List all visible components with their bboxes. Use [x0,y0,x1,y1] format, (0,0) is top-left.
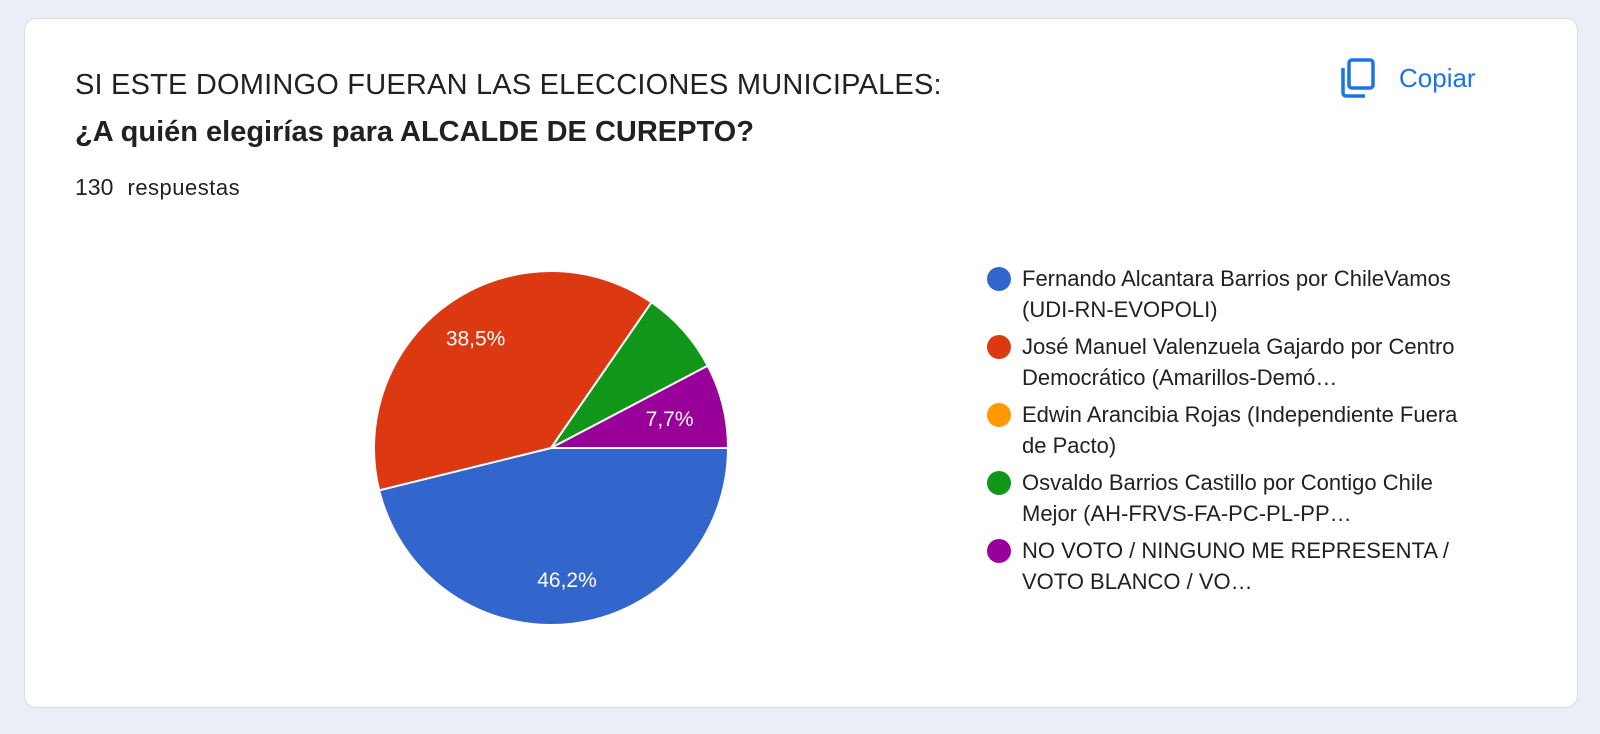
legend-label-0: Fernando Alcantara Barrios por ChileVamo… [1022,266,1451,322]
question-subtitle: ¿A quién elegirías para ALCALDE DE CUREP… [75,116,754,148]
legend-swatch-3 [987,471,1011,495]
legend-label-4: NO VOTO / NINGUNO ME REPRESENTA / VOTO B… [1022,538,1450,594]
legend-swatch-0 [987,267,1011,291]
legend-item-3[interactable]: Osvaldo Barrios Castillo por Contigo Chi… [987,467,1467,529]
legend-swatch-2 [987,403,1011,427]
legend-item-4[interactable]: NO VOTO / NINGUNO ME REPRESENTA / VOTO B… [987,535,1467,597]
response-count-label: respuestas [127,175,241,200]
legend-swatch-4 [987,539,1011,563]
legend-label-2: Edwin Arancibia Rojas (Independiente Fue… [1022,402,1458,458]
response-count: 130 respuestas [75,174,240,201]
question-title: SI ESTE DOMINGO FUERAN LAS ELECCIONES MU… [75,69,942,101]
pie-slice-1[interactable] [373,270,653,492]
pie-slice-label-1: 38,5% [446,328,506,351]
pie-slice-0[interactable] [377,447,730,626]
response-count-number: 130 [75,174,114,200]
legend-swatch-1 [987,335,1011,359]
legend-label-1: José Manuel Valenzuela Gajardo por Centr… [1022,334,1455,390]
pie-slice-label-4: 7,7% [646,408,694,431]
legend-item-1[interactable]: José Manuel Valenzuela Gajardo por Centr… [987,331,1467,393]
legend-item-2[interactable]: Edwin Arancibia Rojas (Independiente Fue… [987,399,1467,461]
pie-chart: 46,2% 38,5% 7,7% [373,270,730,626]
legend-item-0[interactable]: Fernando Alcantara Barrios por ChileVamo… [987,263,1467,325]
pie-slice-label-0: 46,2% [537,569,597,592]
legend-label-3: Osvaldo Barrios Castillo por Contigo Chi… [1022,470,1433,526]
copy-button-label: Copiar [1399,62,1476,93]
copy-button[interactable]: Copiar [1339,57,1476,99]
pie-slice-4[interactable] [550,364,730,449]
chart-card: SI ESTE DOMINGO FUERAN LAS ELECCIONES MU… [24,18,1578,708]
chart-legend: Fernando Alcantara Barrios por ChileVamo… [987,263,1467,603]
copy-icon [1339,57,1377,99]
